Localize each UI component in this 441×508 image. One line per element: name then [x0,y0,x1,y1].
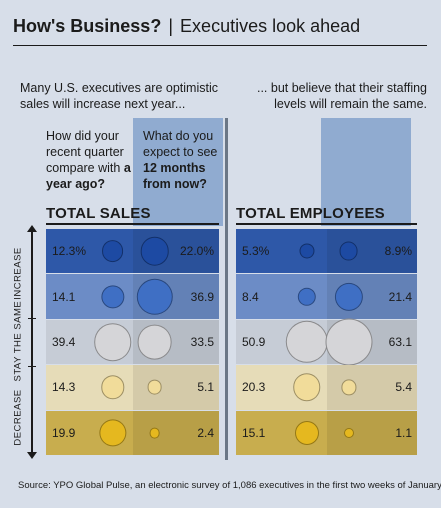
data-label-employees-12-months: 21.4 [388,289,412,304]
title-main: How's Business? [13,16,162,36]
row-band-employees [236,274,417,319]
bubble-sales-year-ago [100,284,125,309]
section-rule-employees [236,223,417,225]
intro-right: ... but believe that their staffing leve… [256,81,427,111]
bubble-sales-year-ago [101,240,124,263]
title-separator: | [168,16,174,36]
data-label-sales-12-months: 33.5 [190,334,214,349]
bubble-sales-year-ago [93,323,132,361]
data-label-sales-year-ago: 19.9 [52,425,76,440]
data-label-employees-year-ago: 20.3 [242,380,266,395]
data-label-employees-year-ago: 50.9 [242,334,266,349]
data-label-employees-12-months: 1.1 [395,425,412,440]
row-band-sales [46,365,219,410]
arrow-down-icon [27,452,37,459]
bubble-employees-year-ago [298,243,315,259]
data-label-sales-year-ago: 12.3% [52,244,87,259]
data-label-sales-12-months: 36.9 [190,289,214,304]
bubble-employees-year-ago [294,420,319,445]
data-label-employees-year-ago: 8.4 [242,289,259,304]
employees-future-column-header-bg [321,118,411,226]
bubble-employees-12-months [325,318,372,366]
bubble-employees-12-months [340,379,357,395]
row-band-employees [236,229,417,274]
section-rule-sales [46,223,219,225]
question-a-year-ago: How did your recent quarter compare with… [46,128,134,192]
table-row: 14.1 36.9 8.4 21.4 [46,274,417,319]
bubble-employees-12-months [334,282,363,311]
arrow-up-icon [27,225,37,232]
intro-left: Many U.S. executives are optimistic sale… [20,81,218,111]
data-label-sales-12-months: 2.4 [197,425,214,440]
section-title-sales: TOTAL SALES [46,205,151,222]
chart-title: How's Business? | Executives look ahead [13,16,360,37]
table-row: 12.3% 22.0% 5.3% 8.9% [46,229,417,274]
bubble-sales-12-months [140,236,169,266]
table-row: 39.4 33.5 50.9 63.1 [46,318,417,366]
data-label-sales-12-months: 5.1 [197,380,214,395]
data-label-employees-12-months: 5.4 [395,380,412,395]
table-row: 14.3 5.1 20.3 5.4 [46,365,417,410]
bubble-sales-12-months [149,427,160,439]
table-row: 19.9 2.4 15.1 1.1 [46,410,417,455]
bubble-employees-year-ago [292,373,321,402]
row-band-employees [236,365,417,410]
row-band-sales [46,229,219,274]
title-rule [13,45,427,46]
question-12-months: What do you expect to see 12 months from… [143,128,233,192]
bubble-employees-12-months [339,241,358,261]
data-label-employees-12-months: 8.9% [384,244,412,259]
scale-tick-1 [28,318,36,319]
bubble-employees-12-months [343,427,354,438]
question-12-months-bold: 12 months from now? [143,161,207,191]
data-label-sales-year-ago: 14.1 [52,289,76,304]
sales-future-column-header-bg [133,118,223,226]
data-label-employees-year-ago: 15.1 [242,425,266,440]
data-label-sales-year-ago: 39.4 [52,334,76,349]
bubble-employees-year-ago [297,287,316,306]
side-label-decrease: DECREASE [12,389,24,446]
side-label-stay-the-same: STAY THE SAME [12,300,24,382]
future-column-shade [132,410,219,455]
scale-tick-2 [28,366,36,367]
title-subtitle: Executives look ahead [180,16,361,36]
row-band-sales [46,410,219,455]
row-band-sales [46,274,219,319]
scale-axis-line [31,229,33,455]
center-divider [225,118,228,460]
future-column-shade [326,410,417,455]
future-column-shade [132,365,219,410]
bubble-sales-year-ago [98,419,127,447]
data-label-sales-year-ago: 14.3 [52,380,76,395]
row-band-sales [46,319,219,365]
question-12-months-text: What do you expect to see [143,129,218,159]
bubble-sales-12-months [147,379,162,395]
section-title-employees: TOTAL EMPLOYEES [236,205,385,222]
bubble-sales-12-months [137,324,172,360]
row-band-employees [236,410,417,455]
bubble-sales-year-ago [100,375,125,400]
question-a-year-ago-bold: a year ago? [46,161,131,191]
data-label-employees-12-months: 63.1 [388,334,412,349]
data-label-sales-12-months: 22.0% [179,244,214,259]
data-label-employees-year-ago: 5.3% [242,244,270,259]
source-note: Source: YPO Global Pulse, an electronic … [18,480,441,491]
bubble-sales-12-months [136,278,173,315]
question-a-year-ago-text: How did your recent quarter compare with [46,129,124,175]
